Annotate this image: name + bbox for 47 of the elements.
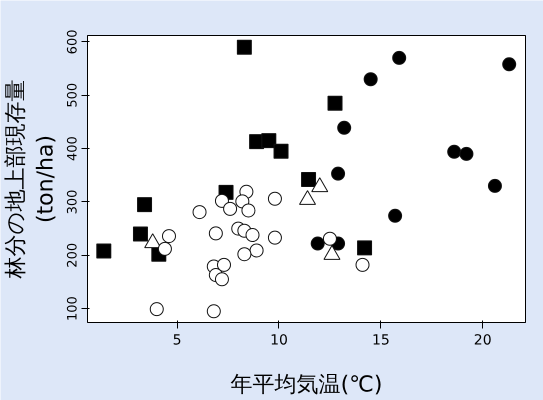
point <box>261 133 276 148</box>
point <box>337 120 352 135</box>
y-tick-label: 400 <box>66 136 80 161</box>
point <box>132 226 148 242</box>
point <box>158 242 172 256</box>
point <box>388 208 402 223</box>
point <box>137 197 152 212</box>
point <box>357 240 372 256</box>
point <box>322 232 337 246</box>
point <box>356 258 370 272</box>
point <box>208 226 223 240</box>
point <box>223 202 238 216</box>
point <box>331 166 346 181</box>
x-tick-label: 20 <box>474 332 492 348</box>
point <box>502 57 516 72</box>
point <box>214 272 229 286</box>
point <box>268 192 282 206</box>
x-tick-label: 5 <box>172 332 182 348</box>
point <box>150 302 164 316</box>
point <box>488 178 502 193</box>
point <box>216 258 231 272</box>
point <box>310 236 325 251</box>
point <box>96 244 112 259</box>
y-tick-label: 500 <box>66 82 80 108</box>
point <box>206 304 221 318</box>
x-axis-title: 年平均気温(℃) <box>230 372 382 398</box>
point <box>364 72 378 86</box>
point <box>268 230 282 245</box>
point <box>241 203 256 218</box>
y-tick-label: 100 <box>66 296 80 322</box>
point <box>392 50 406 65</box>
point <box>459 146 474 161</box>
point <box>246 228 260 242</box>
point <box>237 247 252 262</box>
point <box>328 96 343 111</box>
y-tick-label: 300 <box>66 190 80 214</box>
y-tick-label: 200 <box>66 242 80 268</box>
x-tick-label: 15 <box>372 332 390 348</box>
y-tick-label: 600 <box>66 29 80 54</box>
y-axis-title: 林分の地上部現存量 (ton/ha) <box>4 80 58 280</box>
point <box>274 144 289 159</box>
point <box>301 172 316 188</box>
point <box>236 40 252 55</box>
point <box>447 144 462 159</box>
point <box>192 205 207 220</box>
x-tick-label: 10 <box>270 332 288 348</box>
point <box>214 194 229 208</box>
